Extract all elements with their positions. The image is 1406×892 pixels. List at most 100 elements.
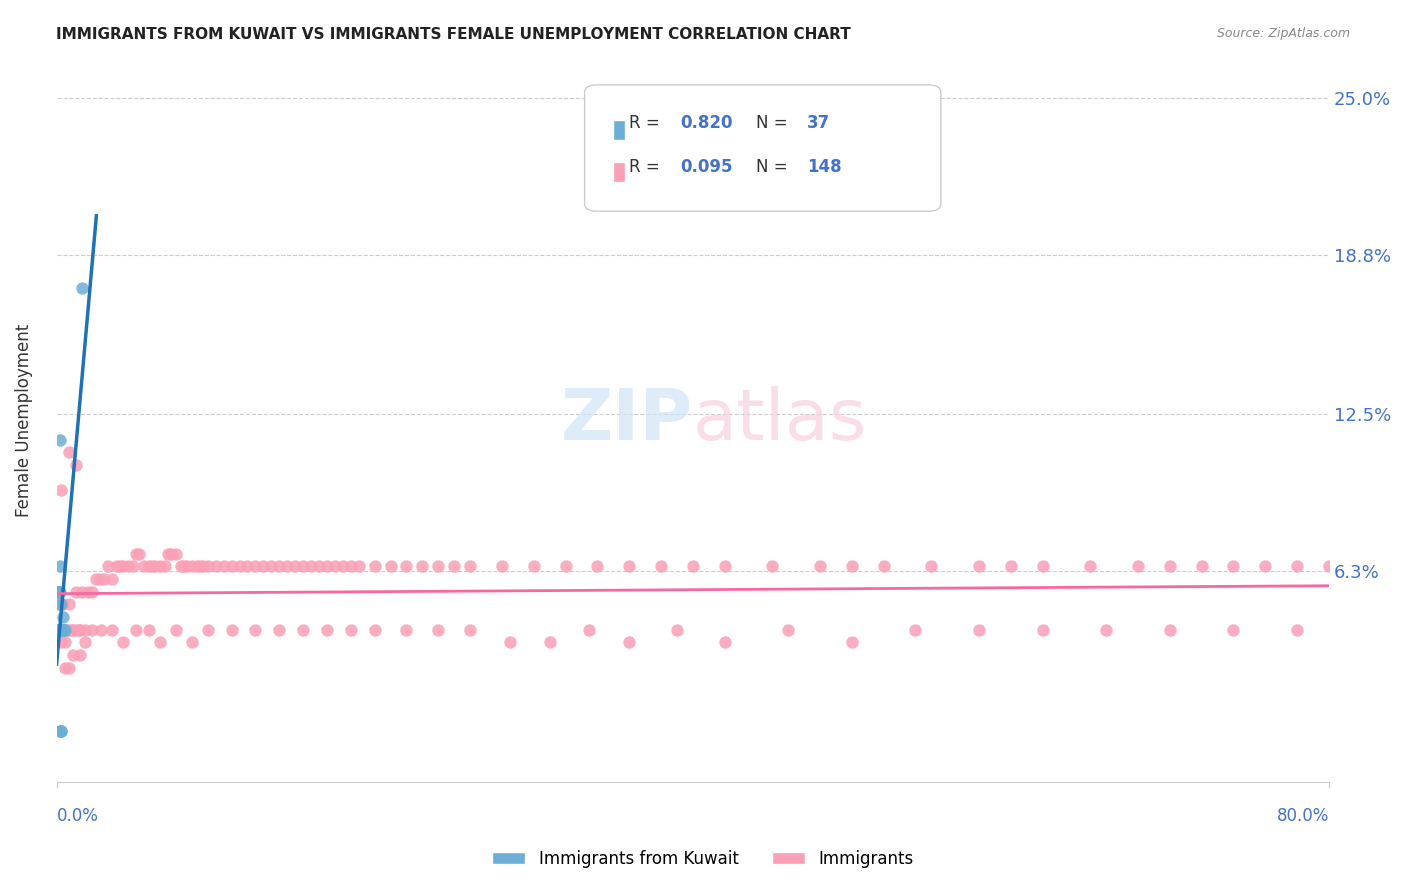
Point [160,547,183,561]
Point [93,572,115,586]
Point [125,547,148,561]
Point [51,623,73,637]
Point [53,623,76,637]
Text: IMMIGRANTS FROM KUWAIT VS IMMIGRANTS FEMALE UNEMPLOYMENT CORRELATION CHART: IMMIGRANTS FROM KUWAIT VS IMMIGRANTS FEM… [56,27,851,42]
Point [75,623,97,637]
Point [51,623,73,637]
Point [56,623,79,637]
Point [1032,623,1054,637]
Point [51,623,73,637]
Point [90,623,112,637]
Point [51,623,73,637]
Point [96,559,118,574]
Text: R =: R = [628,158,665,176]
Point [149,635,172,649]
Point [89,572,111,586]
Point [967,623,990,637]
Point [65,458,87,472]
Point [180,559,202,574]
Text: ZIP: ZIP [561,386,693,455]
Point [51,623,73,637]
FancyBboxPatch shape [585,85,941,211]
Point [70,280,93,294]
Point [138,559,160,574]
Point [46,598,69,612]
Point [176,559,198,574]
Point [101,623,124,637]
Point [70,584,93,599]
Point [841,559,863,574]
Point [180,635,202,649]
Point [51,598,73,612]
Point [427,559,450,574]
Point [53,623,76,637]
Point [554,559,576,574]
Point [332,559,354,574]
Point [51,598,73,612]
Text: N =: N = [756,114,793,132]
Point [52,623,75,637]
Point [236,559,259,574]
Point [1222,559,1244,574]
Point [51,724,73,739]
Text: 148: 148 [807,158,842,176]
Point [538,635,561,649]
Point [51,598,73,612]
Point [212,559,235,574]
Point [51,623,73,637]
Text: 80.0%: 80.0% [1277,807,1329,825]
Point [713,635,735,649]
Point [122,559,145,574]
Point [458,623,481,637]
Point [62,648,84,662]
Point [52,623,75,637]
Text: 0.820: 0.820 [681,114,733,132]
Point [112,559,135,574]
Point [363,623,385,637]
Point [128,547,150,561]
Point [967,559,990,574]
Point [269,623,291,637]
Point [75,635,97,649]
Point [292,559,315,574]
Point [173,559,195,574]
Point [308,559,330,574]
Text: Source: ZipAtlas.com: Source: ZipAtlas.com [1216,27,1350,40]
Point [221,559,243,574]
Point [53,661,76,675]
Point [1222,623,1244,637]
Point [52,623,75,637]
Point [292,623,315,637]
Point [617,559,640,574]
Point [101,572,124,586]
Point [395,559,418,574]
Point [46,623,69,637]
Point [340,623,363,637]
Point [132,559,155,574]
Point [58,598,80,612]
Point [69,623,91,637]
Point [156,547,179,561]
Point [920,559,942,574]
Point [269,559,291,574]
Point [165,623,187,637]
Point [46,584,69,599]
Point [1000,559,1022,574]
Point [51,483,73,498]
Point [69,648,91,662]
Point [411,559,433,574]
Text: 0.0%: 0.0% [56,807,98,825]
Point [1159,559,1181,574]
Point [80,584,103,599]
Point [1286,623,1309,637]
Point [51,623,73,637]
FancyBboxPatch shape [613,162,626,182]
Point [586,559,609,574]
Point [316,623,339,637]
Point [51,623,73,637]
Point [169,559,191,574]
Point [1078,559,1101,574]
Point [665,623,688,637]
Point [65,623,87,637]
Point [67,623,90,637]
